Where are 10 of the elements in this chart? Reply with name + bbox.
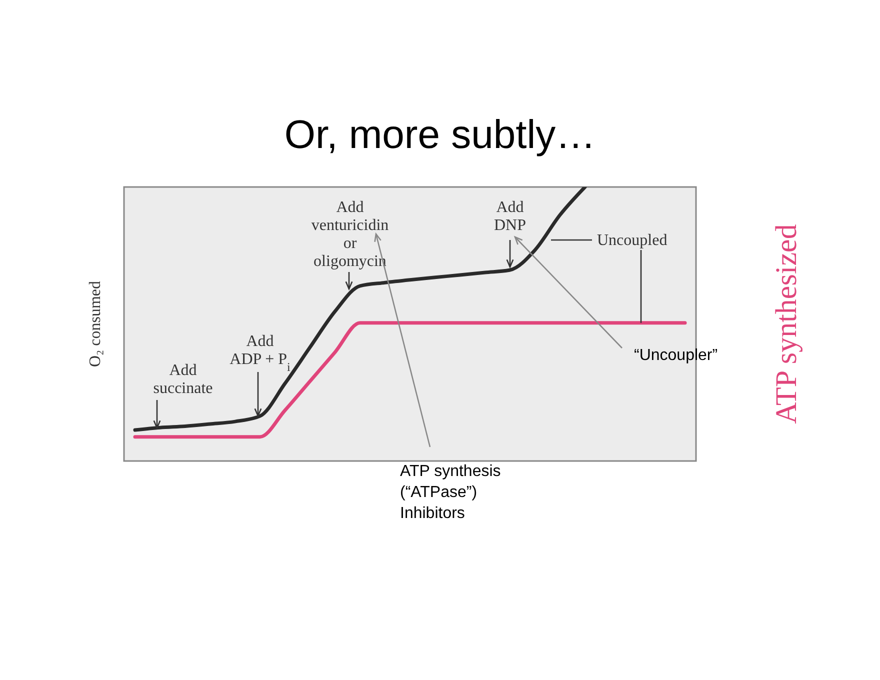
chart-title: Or, more subtly…: [284, 113, 596, 157]
annotation: Add ADP + P$_{i}$: [230, 333, 291, 374]
annotation: Uncoupled: [597, 232, 668, 249]
y2-axis-title: ATP synthesized: [770, 224, 803, 424]
annotation: Add DNP: [494, 199, 526, 234]
annotation: “Uncoupler”: [634, 347, 718, 364]
y-axis-title: O₂ consumed: [87, 280, 104, 368]
text: ATP synthesis (“ATPase”) Inhibitors: [400, 463, 501, 522]
annotation: Add venturicidin or oligomycin: [311, 199, 389, 270]
annotation: Add succinate: [153, 362, 213, 397]
